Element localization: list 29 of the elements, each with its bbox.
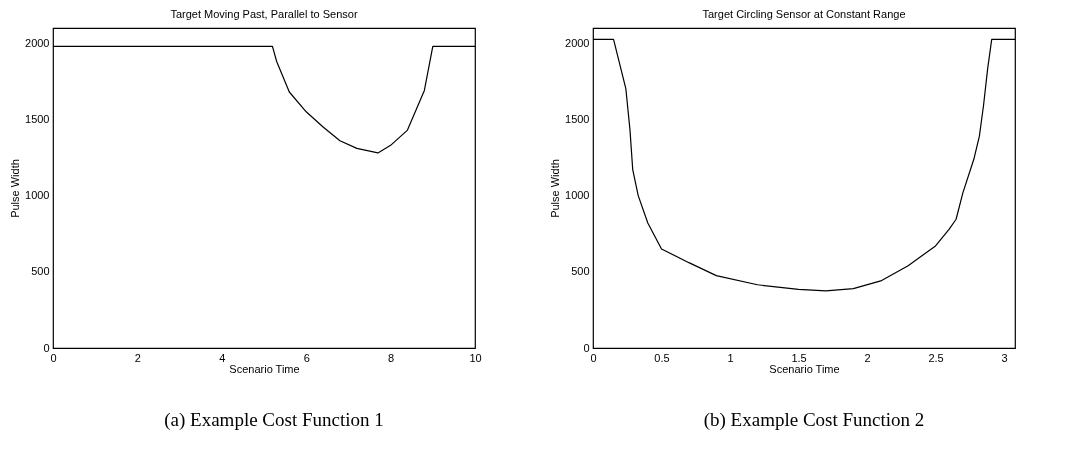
x-tick-label: 1.5 — [791, 351, 807, 364]
y-tick-label: 500 — [571, 265, 590, 278]
x-tick-label: 1 — [727, 351, 734, 364]
y-axis-title: Pulse Width — [9, 159, 22, 218]
x-tick-label: 4 — [219, 351, 226, 364]
x-tick-label: 2.5 — [928, 351, 944, 364]
x-tick-label: 6 — [303, 351, 310, 364]
y-tick-label: 2000 — [565, 36, 590, 49]
y-tick-label: 1500 — [565, 112, 590, 125]
text: (a) Example Cost Function 1 — [163, 409, 385, 431]
y-tick-label: 2000 — [25, 36, 50, 49]
y-tick-label: 1000 — [25, 189, 50, 202]
y-tick-label: 0 — [583, 341, 590, 354]
x-tick-label: 10 — [469, 351, 482, 364]
y-tick-label: 1000 — [565, 189, 590, 202]
x-tick-label: 2 — [134, 351, 141, 364]
x-tick-label: 3 — [1001, 351, 1008, 364]
x-tick-label: 0.5 — [654, 351, 670, 364]
x-tick-label: 8 — [388, 351, 395, 364]
y-tick-label: 500 — [31, 265, 50, 278]
chart-title: Target Circling Sensor at Constant Range — [702, 8, 906, 20]
chart-title: Target Moving Past, Parallel to Sensor — [170, 8, 358, 20]
y-tick-label: 0 — [43, 341, 50, 354]
y-tick-label: 1500 — [25, 112, 50, 125]
x-axis-title: Scenario Time — [229, 362, 300, 375]
text: (b) Example Cost Function 2 — [702, 409, 926, 431]
x-tick-label: 2 — [864, 351, 871, 364]
y-axis-title: Pulse Width — [549, 159, 562, 218]
x-axis-title: Scenario Time — [769, 362, 840, 375]
